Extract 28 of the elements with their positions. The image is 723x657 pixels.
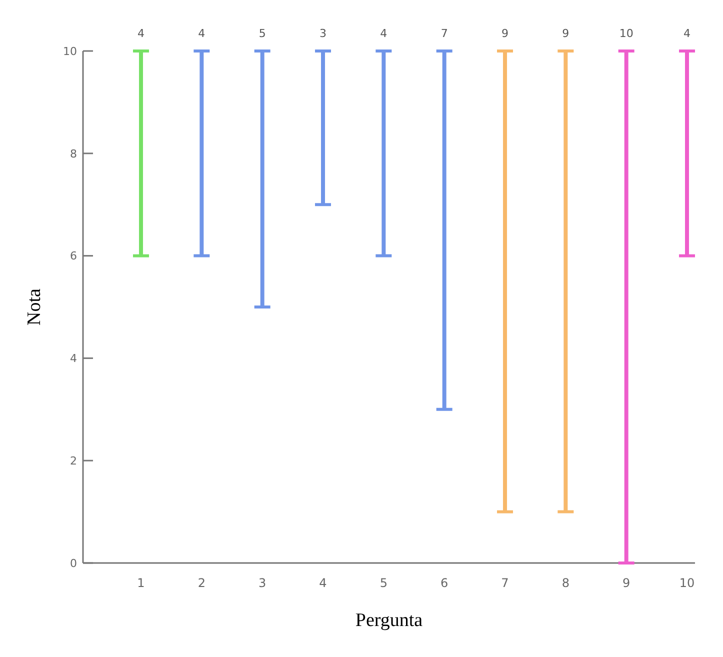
data-label: 4 xyxy=(380,27,388,40)
data-label: 3 xyxy=(320,27,326,40)
y-axis-title: Nota xyxy=(24,288,45,326)
data-label: 4 xyxy=(138,27,144,40)
data-label: 5 xyxy=(258,27,266,40)
x-tick-label: 5 xyxy=(380,576,388,590)
data-label: 4 xyxy=(684,27,690,40)
x-tick-label: 10 xyxy=(679,576,695,590)
y-tick-label: 8 xyxy=(70,147,77,160)
x-tick-label: 1 xyxy=(137,576,145,590)
x-tick-label: 2 xyxy=(198,576,206,590)
y-tick-label: 6 xyxy=(70,250,77,263)
data-label: 9 xyxy=(562,27,570,40)
data-label: 9 xyxy=(502,27,508,40)
data-label: 10 xyxy=(619,27,634,40)
y-tick-label: 0 xyxy=(70,556,77,570)
y-tick-label: 2 xyxy=(70,454,77,468)
x-tick-label: 9 xyxy=(622,576,630,590)
data-label: 7 xyxy=(440,27,448,40)
x-axis-title: Pergunta xyxy=(355,610,424,631)
x-tick-label: 4 xyxy=(319,576,327,590)
x-tick-label: 3 xyxy=(258,576,266,590)
y-tick-label: 10 xyxy=(63,44,77,58)
x-tick-label: 7 xyxy=(501,576,509,590)
x-tick-label: 6 xyxy=(440,576,448,590)
data-label: 4 xyxy=(198,27,206,40)
y-tick-label: 4 xyxy=(70,352,77,366)
x-tick-label: 8 xyxy=(562,576,570,590)
